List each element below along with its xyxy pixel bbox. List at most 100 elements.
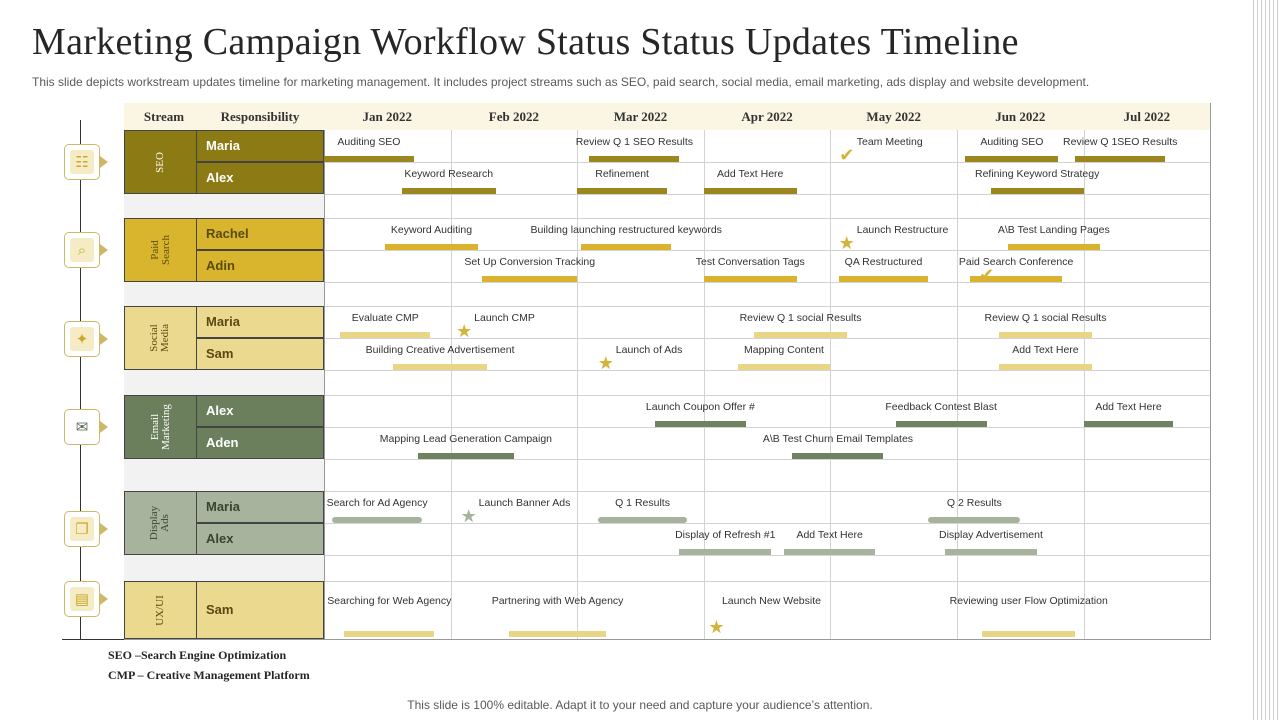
task-bar xyxy=(577,188,668,194)
milestone-label: Launch Restructure xyxy=(856,224,949,236)
month-header: May 2022 xyxy=(866,109,921,124)
legend-seo: SEO –Search Engine Optimization xyxy=(108,648,287,662)
milestone-label: Launch New Website xyxy=(721,595,821,607)
grid-hline xyxy=(324,459,1210,460)
task-label: Refining Keyword Strategy xyxy=(975,168,1100,180)
task-label: Review Q 1 SEO Results xyxy=(575,136,694,148)
grid-hline xyxy=(324,427,1210,428)
task-label: Building launching restructured keywords xyxy=(530,224,722,236)
task-label: Set Up Conversion Tracking xyxy=(464,256,596,268)
grid-vline xyxy=(1084,130,1085,639)
task-label: Keyword Auditing xyxy=(390,224,473,236)
icon-pointer xyxy=(100,244,108,256)
decorative-lines xyxy=(1250,0,1280,720)
grid-hline xyxy=(324,581,1210,582)
grid-frame-right xyxy=(1210,103,1211,640)
task-bar xyxy=(703,276,797,282)
stream-cell: Email Marketing xyxy=(124,395,196,459)
stream-cell: Display Ads xyxy=(124,491,196,555)
task-label: Reviewing user Flow Optimization xyxy=(949,595,1108,607)
timeline-spine-base xyxy=(62,639,124,640)
stream-cell: Paid Search xyxy=(124,218,196,282)
task-label: Add Text Here xyxy=(1095,401,1162,413)
task-bar xyxy=(385,244,478,250)
grid-frame-left xyxy=(324,130,325,639)
grid-hline xyxy=(324,194,1210,195)
month-header: Apr 2022 xyxy=(741,109,793,124)
icon-inner: ✉ xyxy=(70,415,94,439)
icon-inner: ❐ xyxy=(70,517,94,541)
page-title: Marketing Campaign Workflow Status Statu… xyxy=(32,21,1019,63)
display-ads-icon: ❐ xyxy=(64,511,108,547)
responsibility-cell: Rachel xyxy=(196,218,324,250)
stream-label: Social Media xyxy=(148,323,172,353)
milestone-star-icon: ★ xyxy=(708,617,725,637)
task-bar xyxy=(597,517,688,523)
responsibility-cell: Alex xyxy=(196,162,324,194)
grid-hline xyxy=(324,395,1210,396)
stream-cell: SEO xyxy=(124,130,196,194)
icon-pointer xyxy=(100,156,108,168)
timeline-spine xyxy=(80,120,81,640)
task-bar xyxy=(999,332,1092,338)
responsibility-cell: Maria xyxy=(196,306,324,338)
task-label: Partnering with Web Agency xyxy=(491,595,624,607)
stream-label: Display Ads xyxy=(148,505,172,541)
task-bar xyxy=(754,332,847,338)
responsibility-cell: Sam xyxy=(196,581,324,639)
task-bar xyxy=(332,517,422,523)
milestone-label: Launch CMP xyxy=(474,312,535,324)
task-bar xyxy=(344,631,435,637)
task-label: Evaluate CMP xyxy=(351,312,419,324)
icon-inner: ☷ xyxy=(70,150,94,174)
task-label: Paid Search Conference xyxy=(958,256,1074,268)
milestone-check-icon: ✔ xyxy=(978,265,995,285)
task-bar xyxy=(679,549,772,555)
task-bar xyxy=(737,364,831,370)
task-label: Q 1 Results xyxy=(615,497,670,509)
task-bar xyxy=(1083,421,1174,427)
responsibility-cell: Alex xyxy=(196,395,324,427)
task-label: Test Conversation Tags xyxy=(695,256,805,268)
grid-hline xyxy=(324,370,1210,371)
milestone-label: Team Meeting xyxy=(856,136,923,148)
responsibility-cell: Alex xyxy=(196,523,324,555)
stream-label: UX/UI xyxy=(154,594,166,626)
grid-hline xyxy=(324,282,1210,283)
grid-hline xyxy=(324,306,1210,307)
task-bar xyxy=(990,188,1084,194)
stream-label: Paid Search xyxy=(148,235,172,265)
responsibility-cell: Adin xyxy=(196,250,324,282)
task-bar xyxy=(417,453,514,459)
responsibility-cell: Aden xyxy=(196,427,324,459)
task-label: Mapping Content xyxy=(743,344,824,356)
footer-note: This slide is 100% editable. Adapt it to… xyxy=(407,698,873,712)
stream-label: SEO xyxy=(154,151,166,173)
grid-hline xyxy=(324,338,1210,339)
task-label: Review Q 1 social Results xyxy=(739,312,862,324)
grid-vline xyxy=(451,130,452,639)
task-label: Building Creative Advertisement xyxy=(365,344,515,356)
task-label: Add Text Here xyxy=(796,529,863,541)
legend-cmp: CMP – Creative Management Platform xyxy=(108,668,310,682)
icon-pointer xyxy=(100,421,108,433)
month-header: Mar 2022 xyxy=(613,109,668,124)
task-label: A\B Test Landing Pages xyxy=(997,224,1110,236)
task-label: Display of Refresh #1 xyxy=(675,529,776,541)
task-bar xyxy=(703,188,797,194)
task-label: Keyword Research xyxy=(404,168,494,180)
grid-hline xyxy=(324,523,1210,524)
month-header: Jan 2022 xyxy=(362,109,413,124)
row-gap xyxy=(124,194,324,218)
icon-pointer xyxy=(100,523,108,535)
page-subtitle: This slide depicts workstream updates ti… xyxy=(32,75,1090,89)
milestone-label: Launch of Ads xyxy=(615,344,683,356)
month-header: Jun 2022 xyxy=(995,109,1046,124)
task-bar xyxy=(965,156,1059,162)
task-bar xyxy=(393,364,487,370)
task-bar xyxy=(792,453,884,459)
grid-vline xyxy=(957,130,958,639)
task-label: Display Advertisement xyxy=(939,529,1043,541)
milestone-check-icon: ✔ xyxy=(839,145,855,165)
month-header: Jul 2022 xyxy=(1123,109,1171,124)
